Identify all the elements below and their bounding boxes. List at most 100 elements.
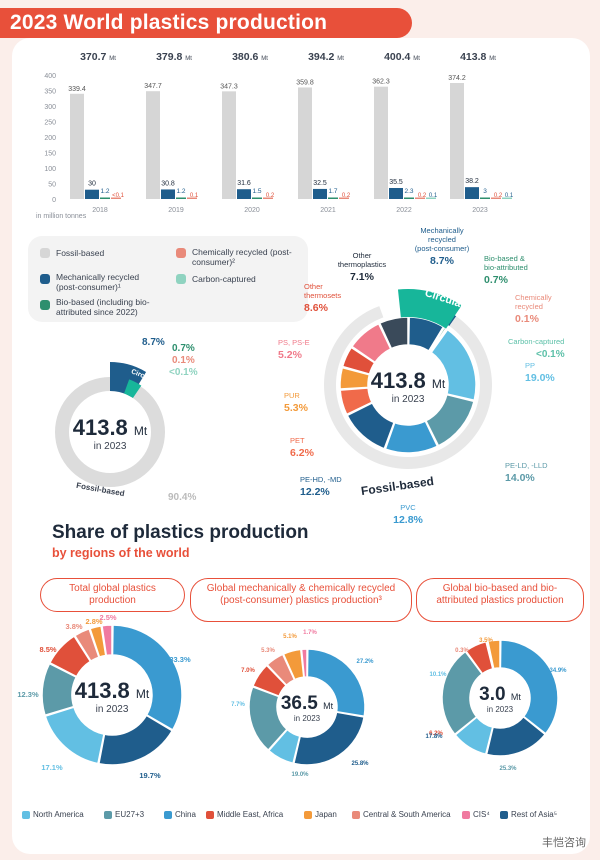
bar-bio — [480, 197, 490, 199]
big-donut-callout-value: 12.2% — [300, 486, 330, 498]
region-donut-segment — [41, 662, 78, 717]
bar-chem — [491, 197, 501, 199]
big-donut-callout-name: PUR — [284, 391, 300, 400]
big-donut-segment — [350, 322, 392, 364]
region-slice-label: 33.3% — [169, 655, 191, 664]
bar-value-label: 0.2 — [494, 193, 503, 199]
region-legend-swatch — [304, 811, 312, 819]
region-legend-label: EU27+3 — [115, 810, 145, 819]
y-tick-label: 150 — [44, 151, 56, 158]
region-slice-label: 3.8% — [65, 622, 82, 631]
bar-bio — [328, 197, 338, 199]
big-donut-callout-value: 7.1% — [350, 271, 375, 283]
legend-swatch-mech — [40, 274, 50, 284]
big-donut-callout-name: PE-HD, -MD — [300, 475, 342, 484]
small-donut-label: 0.1% — [172, 355, 195, 366]
bar-legend: Fossil-based Mechanically recycled (post… — [28, 236, 308, 322]
bar-value-label: 0.2 — [266, 193, 275, 199]
bar-fossil — [450, 82, 464, 199]
region-legend-label: Rest of Asia⁵ — [511, 810, 558, 819]
legend-cc: Carbon-captured — [192, 274, 256, 284]
region-slice-label: 7.0% — [241, 668, 255, 674]
region-slice-label: 10.1% — [429, 672, 447, 678]
bar-value-label: 0.1 — [505, 193, 514, 199]
region-donut-segment — [485, 715, 547, 757]
y-tick-label: 50 — [48, 182, 56, 189]
bar-bio — [176, 197, 186, 199]
legend-bio: Bio-based (including bio-attributed sinc… — [56, 297, 150, 317]
small-donut-label: 0.7% — [172, 343, 195, 354]
region-legend-label: Middle East, Africa — [217, 810, 284, 819]
region-donut-segment — [48, 635, 92, 678]
bar-total-label: 380.6 Mt — [232, 51, 268, 63]
bar-fossil — [374, 86, 388, 199]
region-slice-label: 6.2% — [429, 731, 443, 737]
region-donut-segment — [441, 650, 484, 736]
big-donut-segment — [424, 393, 475, 447]
region-legend-swatch — [22, 811, 30, 819]
big-donut-callout-value: 19.0% — [525, 372, 555, 384]
bar-value-label: 347.3 — [220, 83, 238, 90]
region-donut-segment — [44, 706, 105, 765]
region-slice-label: 25.8% — [351, 761, 369, 767]
region-slice-label: 7.7% — [231, 702, 245, 708]
pill-recycled: Global mechanically & chemically recycle… — [190, 578, 412, 622]
region-donut-segment — [487, 639, 501, 670]
x-tick-label: 2023 — [472, 207, 488, 214]
x-tick-label: 2022 — [396, 207, 412, 214]
legend-fossil: Fossil-based — [56, 248, 105, 258]
big-donut-callout-name: PS, PS-E — [278, 338, 310, 347]
bar-value-label: 30.8 — [161, 180, 175, 187]
bar-chem — [111, 197, 121, 199]
bar-value-label: 0.2 — [418, 193, 427, 199]
bar-mech — [313, 188, 327, 199]
bar-value-label: <0.1 — [112, 193, 125, 199]
region-legend-label: Japan — [315, 810, 337, 819]
bar-fossil — [222, 91, 236, 199]
big-donut-callout-value: <0.1% — [536, 349, 565, 360]
region-slice-label: 34.9% — [549, 668, 567, 674]
bar-mech — [465, 187, 479, 199]
big-donut-callout-value: 0.7% — [484, 274, 509, 286]
big-donut-callout-name: Chemically — [515, 293, 552, 302]
y-tick-label: 250 — [44, 120, 56, 127]
donut-center-year: in 2023 — [392, 394, 425, 405]
donut-center-value: 413.8 Mt — [73, 415, 148, 440]
y-tick-label: 0 — [52, 197, 56, 204]
bar-bio — [252, 197, 262, 199]
bar-mech — [161, 189, 175, 199]
big-donut-callout-value: 5.2% — [278, 349, 303, 361]
donut-center-value: 413.8 Mt — [371, 368, 446, 393]
page-title: 2023 World plastics production — [10, 11, 328, 34]
circular-band — [397, 289, 462, 329]
bar-value-label: 30 — [88, 181, 96, 188]
big-donut-callout-name: recycled — [428, 235, 456, 244]
bar-value-label: 1.2 — [100, 188, 109, 195]
small-donut-label: 90.4% — [168, 492, 196, 503]
region-legend-swatch — [164, 811, 172, 819]
bar-cc — [426, 197, 436, 199]
y-axis-unit-label: in million tonnes — [36, 213, 87, 220]
big-donut-callout-name: recycled — [515, 302, 543, 311]
bar-value-label: 38.2 — [465, 178, 479, 185]
big-donut-segment — [407, 316, 445, 352]
fossil-based-label: Fossil-based — [360, 474, 435, 498]
legend-swatch-bio — [40, 300, 50, 310]
donut-center-year: in 2023 — [487, 705, 514, 714]
region-slice-label: 5.1% — [283, 634, 297, 640]
bar-value-label: 339.4 — [68, 86, 86, 93]
region-slice-label: 2.8% — [85, 617, 102, 626]
region-donut-segment — [306, 648, 366, 718]
big-donut-segment — [378, 316, 409, 350]
region-slice-label: 2.5% — [99, 613, 116, 622]
legend-swatch-fossil — [40, 248, 50, 258]
region-slice-label: 0.3% — [455, 648, 469, 654]
big-donut-segment — [430, 328, 477, 402]
bar-value-label: 0.1 — [429, 193, 438, 199]
region-legend-label: CIS⁴ — [473, 810, 490, 819]
big-donut-segment — [346, 401, 395, 450]
big-donut-callout-name: thermosets — [304, 291, 341, 300]
region-slice-label: 25.3% — [499, 766, 517, 772]
region-donut-segment — [300, 648, 308, 678]
